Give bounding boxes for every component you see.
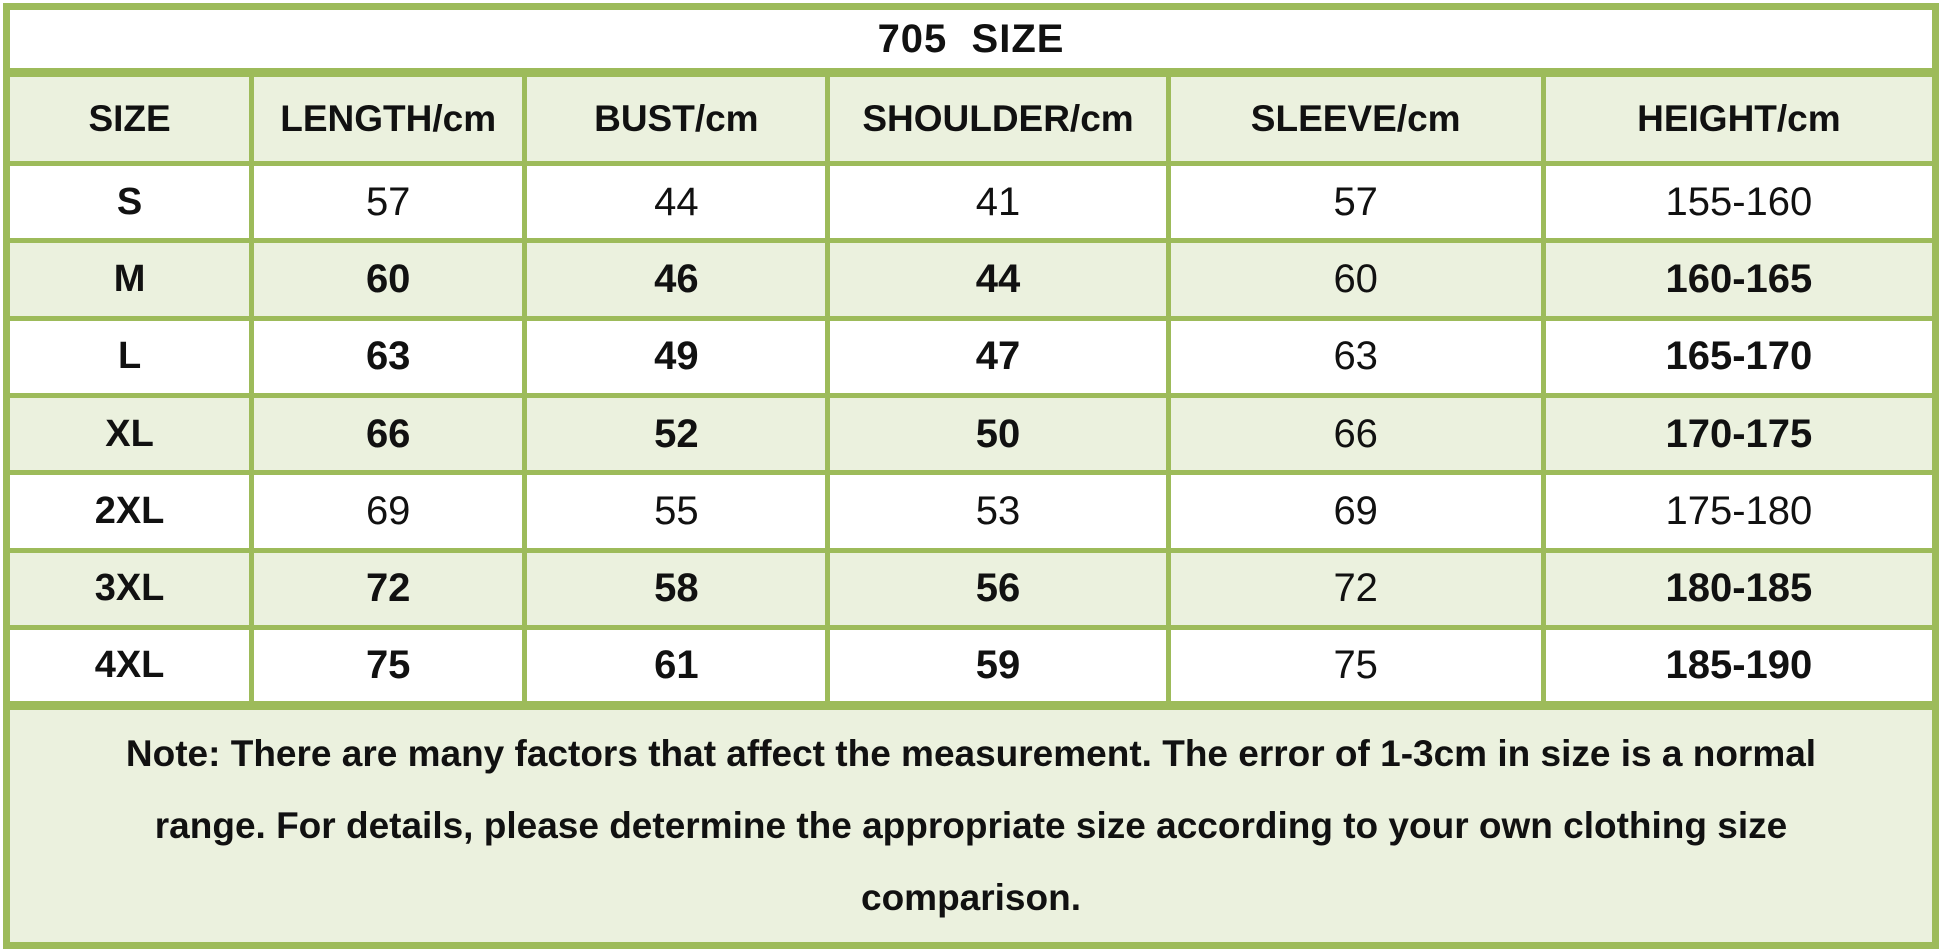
value-cell: 55: [522, 470, 831, 553]
table-header-row: SIZE LENGTH/cm BUST/cm SHOULDER/cm SLEEVE/cm…: [3, 70, 1939, 166]
table-row-l: L 63 49 47 63 165-170: [3, 315, 1939, 399]
value-cell: 61: [522, 625, 831, 708]
chart-title: 705 SIZE: [4, 4, 1938, 77]
value-cell: 41: [825, 160, 1171, 244]
table-row-m: M 60 46 44 60 160-165: [3, 238, 1939, 321]
value-cell: 72: [1165, 547, 1546, 631]
value-cell: 155-160: [1540, 160, 1939, 244]
value-cell: 66: [1165, 393, 1546, 476]
value-cell: 57: [249, 160, 528, 244]
size-cell: L: [3, 315, 255, 399]
value-cell: 69: [1165, 470, 1546, 553]
table-row-3xl: 3XL 72 58 56 72 180-185: [3, 547, 1939, 631]
value-cell: 170-175: [1540, 393, 1939, 476]
value-cell: 52: [522, 393, 831, 476]
value-cell: 44: [522, 160, 831, 244]
value-cell: 60: [249, 238, 528, 321]
note-text: Note: There are many factors that affect…: [4, 700, 1938, 949]
value-cell: 56: [825, 547, 1171, 631]
value-cell: 60: [1165, 238, 1546, 321]
note-row: Note: There are many factors that affect…: [4, 700, 1938, 949]
value-cell: 66: [249, 393, 528, 476]
size-table: 705 SIZE SIZE LENGTH/cm BUST/cm SHOULDER/cm…: [3, 3, 1939, 949]
value-cell: 165-170: [1540, 315, 1939, 399]
value-cell: 180-185: [1540, 547, 1939, 631]
column-header-length: LENGTH/cm: [249, 70, 528, 166]
size-cell: XL: [3, 393, 255, 476]
title-row: 705 SIZE: [4, 4, 1938, 77]
value-cell: 58: [522, 547, 831, 631]
value-cell: 63: [249, 315, 528, 399]
value-cell: 160-165: [1540, 238, 1939, 321]
size-cell: S: [3, 160, 255, 244]
size-cell: 4XL: [3, 625, 255, 708]
table-body: S 57 44 41 57 155-160 M 60 46 44 60 160-165 L 63 49 47 6…: [3, 160, 1939, 708]
value-cell: 63: [1165, 315, 1546, 399]
column-header-sleeve: SLEEVE/cm: [1165, 70, 1546, 166]
table-row-4xl: 4XL 75 61 59 75 185-190: [3, 625, 1939, 708]
table-row-2xl: 2XL 69 55 53 69 175-180: [3, 470, 1939, 553]
value-cell: 44: [825, 238, 1171, 321]
table-row-s: S 57 44 41 57 155-160: [3, 160, 1939, 244]
column-header-bust: BUST/cm: [522, 70, 831, 166]
column-header-size: SIZE: [3, 70, 255, 166]
value-cell: 75: [1165, 625, 1546, 708]
value-cell: 175-180: [1540, 470, 1939, 553]
value-cell: 75: [249, 625, 528, 708]
value-cell: 69: [249, 470, 528, 553]
value-cell: 72: [249, 547, 528, 631]
value-cell: 59: [825, 625, 1171, 708]
size-cell: M: [3, 238, 255, 321]
column-header-shoulder: SHOULDER/cm: [825, 70, 1171, 166]
size-cell: 2XL: [3, 470, 255, 553]
value-cell: 57: [1165, 160, 1546, 244]
value-cell: 49: [522, 315, 831, 399]
size-chart: 705 SIZE SIZE LENGTH/cm BUST/cm SHOULDER/cm…: [3, 3, 1939, 949]
value-cell: 47: [825, 315, 1171, 399]
value-cell: 185-190: [1540, 625, 1939, 708]
value-cell: 53: [825, 470, 1171, 553]
size-cell: 3XL: [3, 547, 255, 631]
table-row-xl: XL 66 52 50 66 170-175: [3, 393, 1939, 476]
value-cell: 46: [522, 238, 831, 321]
value-cell: 50: [825, 393, 1171, 476]
column-header-height: HEIGHT/cm: [1540, 70, 1939, 166]
